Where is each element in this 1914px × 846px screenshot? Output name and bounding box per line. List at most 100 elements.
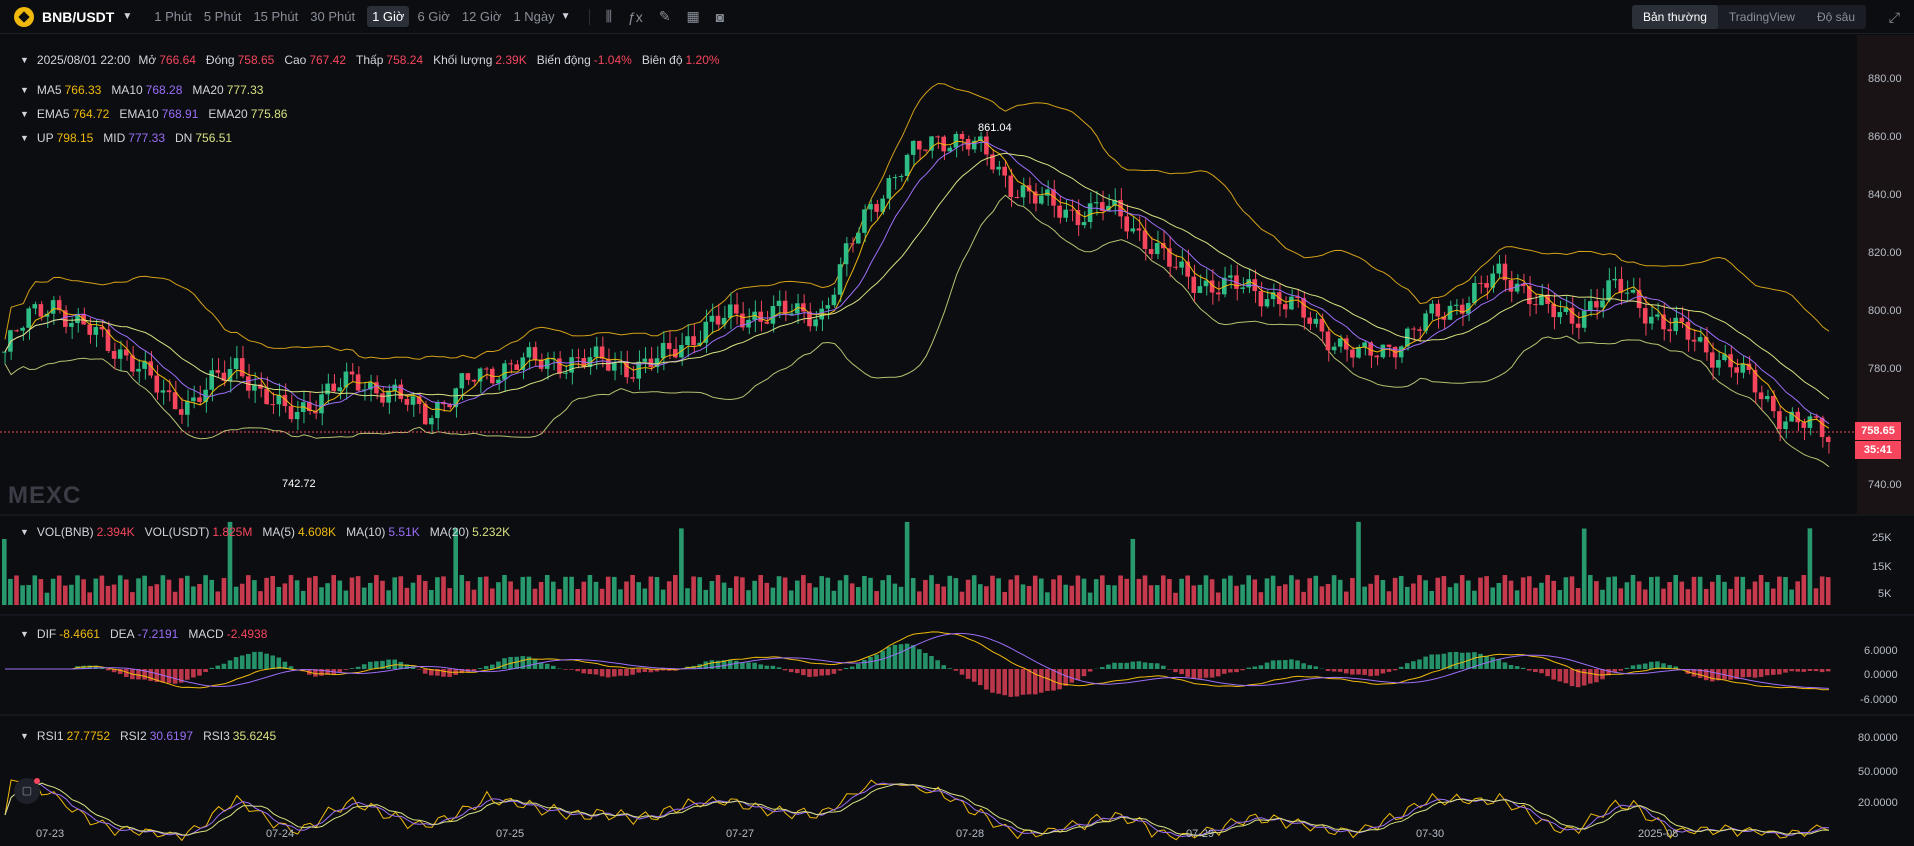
ma5-line xyxy=(4,139,1830,429)
collapse-icon[interactable]: ▼ xyxy=(20,731,29,741)
candle-body xyxy=(1722,354,1727,361)
volume-bar xyxy=(154,584,160,605)
volume-bar xyxy=(1795,581,1800,605)
candle-body xyxy=(105,329,111,351)
view-depth[interactable]: Độ sâu xyxy=(1816,10,1855,24)
volume-bar xyxy=(1557,590,1563,605)
collapse-icon[interactable]: ▼ xyxy=(20,527,29,537)
collapse-icon[interactable]: ▼ xyxy=(20,629,29,639)
candle-body xyxy=(825,305,831,309)
volume-bar xyxy=(1703,588,1709,605)
candle-body xyxy=(587,357,593,368)
chat-icon[interactable]: ▢ xyxy=(14,778,40,804)
candle-type-icon[interactable]: ⫼ xyxy=(605,8,613,24)
volume-bar xyxy=(1722,581,1727,605)
candle-body xyxy=(1057,205,1062,218)
macd-bar xyxy=(776,667,782,669)
volume-bar xyxy=(1283,584,1288,605)
macd-bar xyxy=(319,669,324,676)
interval-30m[interactable]: 30 Phút xyxy=(310,9,356,24)
candle-body xyxy=(130,355,135,372)
high-value: 767.42 xyxy=(309,53,347,67)
volume-bar xyxy=(740,577,745,605)
macd-bar xyxy=(313,669,318,677)
view-tradingview[interactable]: TradingView xyxy=(1728,10,1795,24)
interval-6h[interactable]: 6 Giờ xyxy=(417,9,450,24)
fullscreen-icon[interactable]: ⤢ xyxy=(1888,9,1900,25)
macd-bar xyxy=(709,660,715,669)
interval-1h[interactable]: 1 Giờ xyxy=(367,6,410,27)
macd-bar xyxy=(264,653,269,669)
volume-bar xyxy=(1655,576,1660,605)
macd-bar xyxy=(825,669,831,676)
macd-bar xyxy=(374,661,379,669)
macd-bar xyxy=(1191,669,1197,679)
interval-12h[interactable]: 12 Giờ xyxy=(461,9,502,24)
macd-bar xyxy=(1295,660,1300,669)
volume-bar xyxy=(563,576,568,605)
indicator-icon[interactable]: ƒx xyxy=(628,8,643,25)
candle-body xyxy=(1459,304,1465,314)
volume-bar xyxy=(1148,585,1154,605)
macd-bar xyxy=(1618,669,1624,671)
interval-1m[interactable]: 1 Phút xyxy=(154,9,192,24)
candle-body xyxy=(1106,205,1111,211)
volume-bar xyxy=(1771,588,1776,605)
volume-bar xyxy=(313,576,318,605)
macd-bar xyxy=(178,669,184,683)
time-tick: 07-29 xyxy=(1186,828,1215,840)
candle-body xyxy=(422,404,428,425)
candle-body xyxy=(807,311,812,327)
volume-bar xyxy=(1819,576,1825,605)
collapse-icon[interactable]: ▼ xyxy=(20,109,29,119)
candle-body xyxy=(526,347,532,358)
candle-body xyxy=(99,326,105,330)
draw-pencil-icon[interactable]: ✎ xyxy=(658,8,671,24)
layout-grid-icon[interactable]: ▦ xyxy=(686,8,700,24)
volume-bar xyxy=(1026,585,1032,605)
candle-body xyxy=(1124,216,1129,232)
volume-bar xyxy=(386,590,391,605)
macd-bar xyxy=(752,662,757,669)
volume-bar xyxy=(587,575,593,605)
candle-body xyxy=(984,136,989,155)
volume-bar xyxy=(276,586,282,605)
chart-canvas[interactable] xyxy=(0,35,1914,846)
candle-body xyxy=(50,300,56,314)
candle-body xyxy=(75,313,80,323)
collapse-icon[interactable]: ▼ xyxy=(20,133,29,143)
volume-bar xyxy=(929,575,934,605)
collapse-icon[interactable]: ▼ xyxy=(20,85,29,95)
volume-bar xyxy=(843,575,849,605)
close-value: 758.65 xyxy=(237,53,275,67)
view-basic[interactable]: Bản thường xyxy=(1631,5,1718,29)
candle-body xyxy=(1789,411,1794,422)
collapse-icon[interactable]: ▼ xyxy=(20,55,29,65)
interval-15m[interactable]: 15 Phút xyxy=(253,9,299,24)
interval-1d[interactable]: 1 Ngày xyxy=(513,9,555,24)
macd-bar xyxy=(636,669,641,673)
volume-bar xyxy=(435,577,440,605)
interval-5m[interactable]: 5 Phút xyxy=(203,9,242,24)
candle-body xyxy=(1819,417,1825,438)
macd-bar xyxy=(965,669,971,679)
volume-bar xyxy=(965,579,971,605)
volume-bar xyxy=(776,576,782,605)
volume-bar xyxy=(166,579,172,605)
ma10-value: 768.28 xyxy=(145,83,183,97)
macd-bar xyxy=(429,669,434,676)
macd-bar xyxy=(1106,664,1111,669)
macd-bar xyxy=(337,669,343,673)
pair-selector[interactable]: BNB/USDT xyxy=(42,8,115,25)
macd-bar xyxy=(630,669,635,675)
chevron-down-icon[interactable]: ▼ xyxy=(122,11,133,22)
volume-bar xyxy=(404,587,410,605)
candle-body xyxy=(880,198,885,212)
camera-icon[interactable]: ◙ xyxy=(715,8,725,25)
macd-legend: ▼ DIF -8.4661 DEA -7.2191 MACD -2.4938 xyxy=(20,627,273,641)
interval-more-icon[interactable]: ▼ xyxy=(560,11,571,22)
volume-bar xyxy=(429,589,434,605)
candle-body xyxy=(1356,346,1361,358)
vol-tick: 5K xyxy=(1878,588,1892,600)
volume-bar xyxy=(288,575,294,605)
